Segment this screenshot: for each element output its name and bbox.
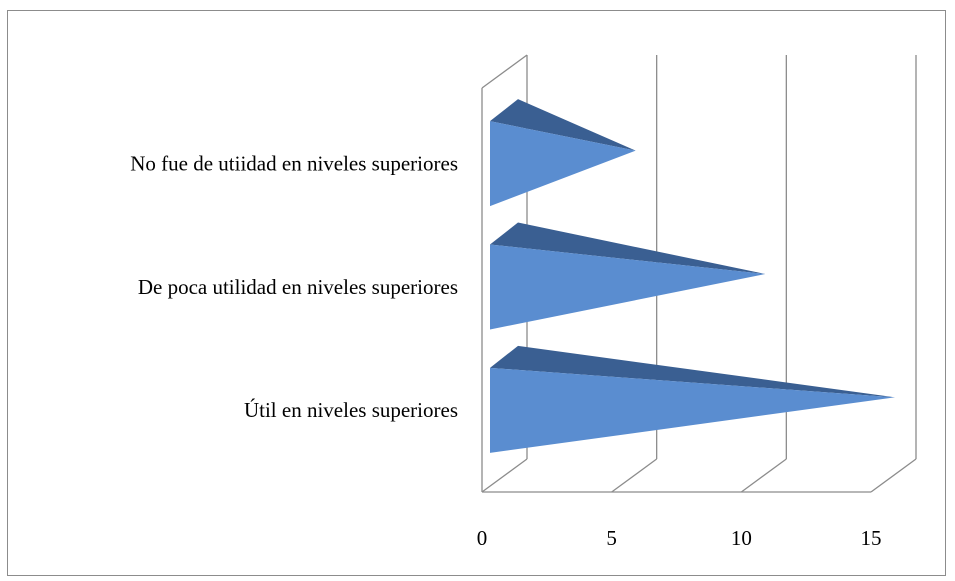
labels-layer: 0 5 10 15 Útil en niveles superiores De poca … (130, 151, 881, 550)
bar-top-face (490, 345, 895, 398)
category-label: Útil en niveles superiores (244, 398, 458, 422)
category-label: No fue de utiidad en niveles superiores (130, 151, 458, 175)
x-tick-label-5: 5 (606, 526, 617, 550)
bar-top-face (490, 99, 636, 151)
side-wall-top (481, 54, 528, 89)
bars-layer (490, 99, 895, 453)
floor-diagonal-15 (870, 458, 917, 493)
bar-cone (490, 121, 636, 207)
x-tick-label-15: 15 (861, 526, 882, 550)
chart-frame (7, 10, 946, 576)
bar-top-face (490, 222, 766, 274)
bar-cone (490, 367, 895, 453)
floor-diagonal-0 (481, 458, 528, 493)
floor-diagonal-10 (740, 458, 787, 493)
x-tick-label-10: 10 (731, 526, 752, 550)
floor-diagonal-5 (611, 458, 658, 493)
category-label: De poca utilidad en niveles superiores (138, 275, 458, 299)
bar-cone (490, 244, 766, 330)
x-tick-label-0: 0 (477, 526, 488, 550)
